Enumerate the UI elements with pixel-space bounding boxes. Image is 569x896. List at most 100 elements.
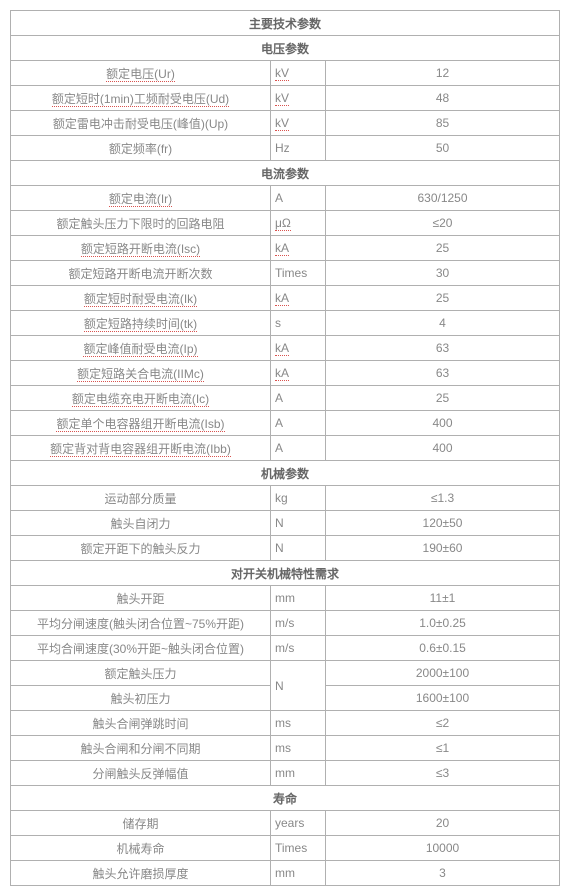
data-row: 额定频率(fr)Hz50 [11, 136, 560, 161]
cell: 平均合闸速度(30%开距~触头闭合位置) [11, 636, 271, 661]
data-row: 运动部分质量kg≤1.3 [11, 486, 560, 511]
data-row: 额定短时耐受电流(Ik)kA25 [11, 286, 560, 311]
cell: 63 [326, 361, 560, 386]
cell: 额定峰值耐受电流(Ip) [11, 336, 271, 361]
cell: 25 [326, 286, 560, 311]
data-row: 触头自闭力N120±50 [11, 511, 560, 536]
cell: 额定频率(fr) [11, 136, 271, 161]
cell: ≤2 [326, 711, 560, 736]
cell: 触头开距 [11, 586, 271, 611]
cell: 额定短时(1min)工频耐受电压(Ud) [11, 86, 271, 111]
data-row: 额定峰值耐受电流(Ip)kA63 [11, 336, 560, 361]
data-row: 额定短路开断电流开断次数Times30 [11, 261, 560, 286]
cell: m/s [271, 636, 326, 661]
cell: 寿命 [11, 786, 560, 811]
cell: 额定短路开断电流开断次数 [11, 261, 271, 286]
cell: 1600±100 [326, 686, 560, 711]
cell: 25 [326, 386, 560, 411]
cell: 630/1250 [326, 186, 560, 211]
cell: mm [271, 861, 326, 886]
section-header-row: 电压参数 [11, 36, 560, 61]
cell: 机械寿命 [11, 836, 271, 861]
cell: ms [271, 711, 326, 736]
cell: N [271, 511, 326, 536]
cell: 额定雷电冲击耐受电压(峰值)(Up) [11, 111, 271, 136]
section-header-row: 电流参数 [11, 161, 560, 186]
data-row: 额定触头压力下限时的回路电阻μΩ≤20 [11, 211, 560, 236]
cell: 400 [326, 411, 560, 436]
data-row: 触头合闸弹跳时间ms≤2 [11, 711, 560, 736]
cell: 对开关机械特性需求 [11, 561, 560, 586]
cell: 120±50 [326, 511, 560, 536]
cell: 额定触头压力 [11, 661, 271, 686]
cell: 额定短路关合电流(IIMc) [11, 361, 271, 386]
section-header-row: 寿命 [11, 786, 560, 811]
data-row: 额定短路关合电流(IIMc)kA63 [11, 361, 560, 386]
cell: 0.6±0.15 [326, 636, 560, 661]
data-row: 平均分闸速度(触头闭合位置~75%开距)m/s1.0±0.25 [11, 611, 560, 636]
cell: 平均分闸速度(触头闭合位置~75%开距) [11, 611, 271, 636]
data-row: 额定雷电冲击耐受电压(峰值)(Up)kV85 [11, 111, 560, 136]
cell: Times [271, 836, 326, 861]
data-row: 额定短时(1min)工频耐受电压(Ud)kV48 [11, 86, 560, 111]
cell: kV [271, 86, 326, 111]
cell: 触头合闸弹跳时间 [11, 711, 271, 736]
cell: 额定开距下的触头反力 [11, 536, 271, 561]
cell: ≤1.3 [326, 486, 560, 511]
data-row: 额定触头压力N2000±100 [11, 661, 560, 686]
cell: 额定短路持续时间(tk) [11, 311, 271, 336]
data-row: 储存期years20 [11, 811, 560, 836]
data-row: 额定电缆充电开断电流(Ic)A25 [11, 386, 560, 411]
cell: 触头允许磨损厚度 [11, 861, 271, 886]
cell: mm [271, 586, 326, 611]
cell: ms [271, 736, 326, 761]
cell: 额定短时耐受电流(Ik) [11, 286, 271, 311]
cell: 电压参数 [11, 36, 560, 61]
cell: 1.0±0.25 [326, 611, 560, 636]
cell: 400 [326, 436, 560, 461]
cell: Times [271, 261, 326, 286]
cell: mm [271, 761, 326, 786]
cell: m/s [271, 611, 326, 636]
data-row: 平均合闸速度(30%开距~触头闭合位置)m/s0.6±0.15 [11, 636, 560, 661]
section-header-row: 机械参数 [11, 461, 560, 486]
cell: kV [271, 61, 326, 86]
data-row: 触头合闸和分闸不同期ms≤1 [11, 736, 560, 761]
cell: 触头自闭力 [11, 511, 271, 536]
cell: 4 [326, 311, 560, 336]
cell: 11±1 [326, 586, 560, 611]
cell: 电流参数 [11, 161, 560, 186]
cell: N [271, 661, 326, 711]
cell: 运动部分质量 [11, 486, 271, 511]
data-row: 额定背对背电容器组开断电流(Ibb)A400 [11, 436, 560, 461]
cell: 48 [326, 86, 560, 111]
cell: 50 [326, 136, 560, 161]
cell: kA [271, 361, 326, 386]
cell: N [271, 536, 326, 561]
cell: 额定短路开断电流(Isc) [11, 236, 271, 261]
cell: s [271, 311, 326, 336]
cell: 主要技术参数 [11, 11, 560, 36]
cell: μΩ [271, 211, 326, 236]
data-row: 机械寿命Times10000 [11, 836, 560, 861]
data-row: 额定电流(Ir)A630/1250 [11, 186, 560, 211]
cell: 额定电缆充电开断电流(Ic) [11, 386, 271, 411]
cell: 25 [326, 236, 560, 261]
cell: 3 [326, 861, 560, 886]
cell: A [271, 411, 326, 436]
data-row: 额定短路持续时间(tk)s4 [11, 311, 560, 336]
cell: 机械参数 [11, 461, 560, 486]
cell: A [271, 386, 326, 411]
cell: 额定电流(Ir) [11, 186, 271, 211]
title-row: 主要技术参数 [11, 11, 560, 36]
cell: A [271, 186, 326, 211]
cell: 分闸触头反弹幅值 [11, 761, 271, 786]
data-row: 额定短路开断电流(Isc)kA25 [11, 236, 560, 261]
section-header-row: 对开关机械特性需求 [11, 561, 560, 586]
cell: 触头合闸和分闸不同期 [11, 736, 271, 761]
data-row: 额定单个电容器组开断电流(Isb)A400 [11, 411, 560, 436]
cell: 额定单个电容器组开断电流(Isb) [11, 411, 271, 436]
cell: 63 [326, 336, 560, 361]
cell: 额定电压(Ur) [11, 61, 271, 86]
cell: 储存期 [11, 811, 271, 836]
